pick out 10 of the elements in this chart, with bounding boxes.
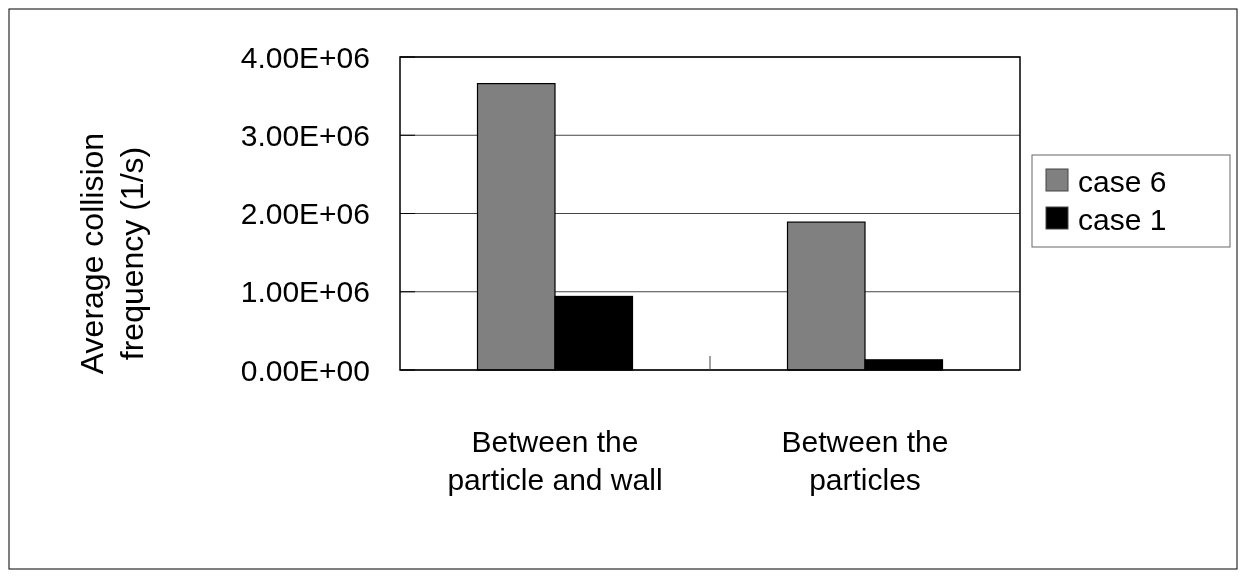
- legend-label: case 1: [1078, 202, 1167, 236]
- y-tick-label: 3.00E+06: [240, 118, 370, 152]
- y-tick-label: 4.00E+06: [240, 40, 370, 74]
- x-tick-label: Between the particle and wall: [447, 425, 663, 496]
- y-tick-label: 1.00E+06: [240, 275, 370, 309]
- x-tick-label: Between the particles: [781, 425, 949, 496]
- y-axis-title: Average collision frequency (1/s): [74, 132, 150, 375]
- y-tick-label: 0.00E+00: [240, 353, 370, 387]
- y-tick-label: 2.00E+06: [240, 197, 370, 230]
- legend-label: case 6: [1078, 164, 1167, 198]
